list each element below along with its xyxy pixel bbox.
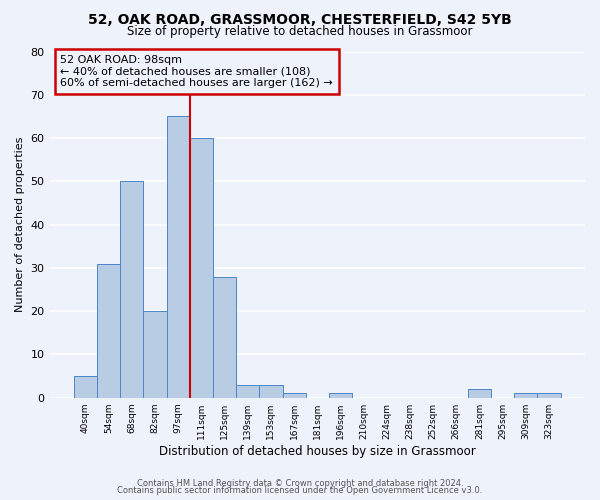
- Bar: [74, 376, 97, 398]
- Bar: [468, 389, 491, 398]
- Bar: [236, 384, 259, 398]
- Y-axis label: Number of detached properties: Number of detached properties: [15, 137, 25, 312]
- Text: Contains HM Land Registry data © Crown copyright and database right 2024.: Contains HM Land Registry data © Crown c…: [137, 478, 463, 488]
- Text: 52 OAK ROAD: 98sqm
← 40% of detached houses are smaller (108)
60% of semi-detach: 52 OAK ROAD: 98sqm ← 40% of detached hou…: [60, 55, 333, 88]
- Text: Contains public sector information licensed under the Open Government Licence v3: Contains public sector information licen…: [118, 486, 482, 495]
- Bar: [190, 138, 213, 398]
- Bar: [283, 394, 305, 398]
- Text: 52, OAK ROAD, GRASSMOOR, CHESTERFIELD, S42 5YB: 52, OAK ROAD, GRASSMOOR, CHESTERFIELD, S…: [88, 12, 512, 26]
- Bar: [329, 394, 352, 398]
- Bar: [167, 116, 190, 398]
- X-axis label: Distribution of detached houses by size in Grassmoor: Distribution of detached houses by size …: [159, 444, 476, 458]
- Bar: [259, 384, 283, 398]
- Bar: [120, 182, 143, 398]
- Bar: [97, 264, 120, 398]
- Text: Size of property relative to detached houses in Grassmoor: Size of property relative to detached ho…: [127, 25, 473, 38]
- Bar: [213, 276, 236, 398]
- Bar: [538, 394, 560, 398]
- Bar: [514, 394, 538, 398]
- Bar: [143, 311, 167, 398]
